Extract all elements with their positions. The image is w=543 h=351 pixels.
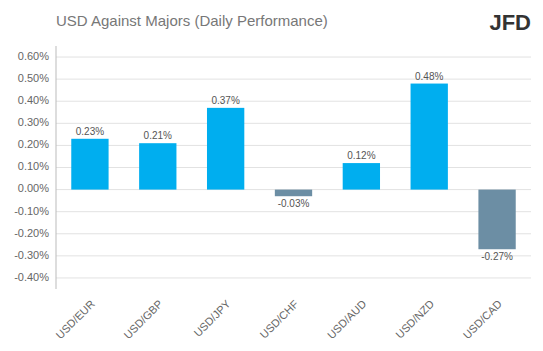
y-tick-label: 0.30%	[18, 116, 49, 128]
data-label: 0.21%	[144, 130, 172, 141]
y-axis: -0.40% -0.30% -0.20% -0.10% 0.00% 0.10% 0.20% 0…	[14, 46, 531, 289]
y-tick-label: -0.20%	[14, 227, 49, 239]
bar	[71, 139, 108, 190]
data-labels: 0.23% 0.21% 0.37% -0.03% 0.12% 0.48% -0.27%	[76, 71, 513, 263]
data-label: 0.23%	[76, 126, 104, 137]
y-tick-label: 0.40%	[18, 94, 49, 106]
x-tick-label: USD/CHF	[258, 297, 301, 340]
grid-line	[56, 123, 531, 124]
data-label: 0.12%	[347, 150, 375, 161]
bar	[275, 190, 312, 197]
bar	[139, 143, 176, 189]
chart: USD Against Majors (Daily Performance) JF…	[0, 0, 543, 351]
grid-line	[56, 277, 531, 278]
y-tick-label: 0.00%	[18, 182, 49, 194]
bar	[411, 84, 448, 190]
grid-line	[56, 233, 531, 234]
y-tick-label: 0.50%	[18, 72, 49, 84]
data-label: -0.27%	[481, 251, 513, 262]
bar	[343, 163, 380, 190]
x-tick-label: USD/NZD	[393, 298, 436, 341]
x-tick-label: USD/CAD	[461, 298, 505, 342]
data-label: -0.03%	[278, 198, 310, 209]
grid-line	[56, 79, 531, 80]
x-tick-label: USD/AUD	[325, 298, 369, 342]
data-label: 0.48%	[415, 71, 443, 82]
x-axis: USD/EUR USD/GBP USD/JPY USD/CHF USD/AUD USD/N…	[54, 297, 505, 341]
x-tick-label: USD/JPY	[191, 297, 233, 339]
bar	[207, 108, 244, 190]
title: USD Against Majors (Daily Performance)	[56, 12, 328, 29]
bars	[71, 84, 515, 250]
grid-line	[56, 167, 531, 168]
y-tick-label: -0.10%	[14, 205, 49, 217]
x-tick-label: USD/GBP	[121, 298, 164, 341]
grid-line	[56, 57, 531, 58]
y-axis-line	[56, 46, 57, 289]
bar	[478, 190, 515, 250]
logo-annotation: JFD	[489, 10, 531, 35]
y-tick-label: -0.30%	[14, 249, 49, 261]
x-tick-label: USD/EUR	[54, 298, 98, 342]
data-label: 0.37%	[211, 95, 239, 106]
grid-line	[56, 101, 531, 102]
y-tick-label: 0.10%	[18, 160, 49, 172]
y-tick-label: -0.40%	[14, 271, 49, 283]
y-tick-label: 0.60%	[18, 50, 49, 62]
grid-line	[56, 145, 531, 146]
y-tick-label: 0.20%	[18, 138, 49, 150]
grid-line	[56, 255, 531, 256]
grid-line	[56, 211, 531, 212]
